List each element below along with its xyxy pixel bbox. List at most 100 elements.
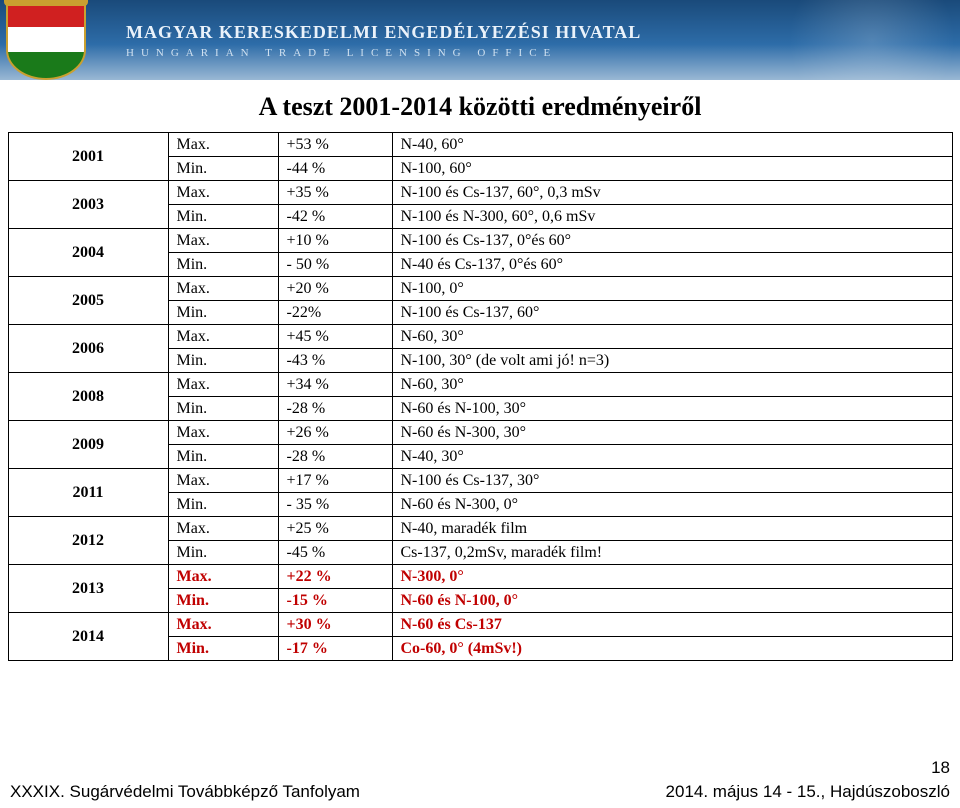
table-row: 2004Max.+10 %N-100 és Cs-137, 0°és 60° bbox=[8, 229, 952, 253]
max-pct: +35 % bbox=[278, 181, 392, 205]
min-label: Min. bbox=[168, 253, 278, 277]
year-cell: 2008 bbox=[8, 373, 168, 421]
year-cell: 2014 bbox=[8, 613, 168, 661]
max-label: Max. bbox=[168, 613, 278, 637]
max-note: N-60, 30° bbox=[392, 373, 952, 397]
min-label: Min. bbox=[168, 349, 278, 373]
max-label: Max. bbox=[168, 565, 278, 589]
year-cell: 2013 bbox=[8, 565, 168, 613]
min-label: Min. bbox=[168, 445, 278, 469]
max-pct: +53 % bbox=[278, 133, 392, 157]
max-note: N-60, 30° bbox=[392, 325, 952, 349]
max-label: Max. bbox=[168, 517, 278, 541]
year-cell: 2012 bbox=[8, 517, 168, 565]
table-row: 2008Max.+34 %N-60, 30° bbox=[8, 373, 952, 397]
max-label: Max. bbox=[168, 373, 278, 397]
max-note: N-100, 0° bbox=[392, 277, 952, 301]
min-pct: -44 % bbox=[278, 157, 392, 181]
year-cell: 2004 bbox=[8, 229, 168, 277]
brand-en: HUNGARIAN TRADE LICENSING OFFICE bbox=[126, 47, 641, 59]
table-row: 2014Max.+30 %N-60 és Cs-137 bbox=[8, 613, 952, 637]
min-note: N-100 és N-300, 60°, 0,6 mSv bbox=[392, 205, 952, 229]
header-watermark bbox=[740, 0, 960, 80]
year-cell: 2003 bbox=[8, 181, 168, 229]
min-label: Min. bbox=[168, 637, 278, 661]
min-note: Co-60, 0° (4mSv!) bbox=[392, 637, 952, 661]
year-cell: 2001 bbox=[8, 133, 168, 181]
page-number: 18 bbox=[931, 758, 950, 778]
max-pct: +10 % bbox=[278, 229, 392, 253]
min-pct: -22% bbox=[278, 301, 392, 325]
max-note: N-60 és Cs-137 bbox=[392, 613, 952, 637]
max-pct: +26 % bbox=[278, 421, 392, 445]
slide-footer: XXXIX. Sugárvédelmi Továbbképző Tanfolya… bbox=[0, 782, 960, 802]
max-note: N-300, 0° bbox=[392, 565, 952, 589]
max-label: Max. bbox=[168, 469, 278, 493]
year-cell: 2011 bbox=[8, 469, 168, 517]
min-label: Min. bbox=[168, 541, 278, 565]
max-label: Max. bbox=[168, 181, 278, 205]
min-note: N-100 és Cs-137, 60° bbox=[392, 301, 952, 325]
min-pct: - 35 % bbox=[278, 493, 392, 517]
max-pct: +34 % bbox=[278, 373, 392, 397]
min-note: N-40 és Cs-137, 0°és 60° bbox=[392, 253, 952, 277]
brand-header: MAGYAR KERESKEDELMI ENGEDÉLYEZÉSI HIVATA… bbox=[0, 0, 960, 80]
brand-hu: MAGYAR KERESKEDELMI ENGEDÉLYEZÉSI HIVATA… bbox=[126, 22, 641, 43]
year-cell: 2009 bbox=[8, 421, 168, 469]
max-note: N-60 és N-300, 30° bbox=[392, 421, 952, 445]
min-pct: -45 % bbox=[278, 541, 392, 565]
min-pct: -17 % bbox=[278, 637, 392, 661]
min-label: Min. bbox=[168, 301, 278, 325]
max-pct: +20 % bbox=[278, 277, 392, 301]
footer-right: 2014. május 14 - 15., Hajdúszoboszló bbox=[666, 782, 950, 802]
coat-of-arms-icon bbox=[6, 0, 86, 80]
max-note: N-100 és Cs-137, 0°és 60° bbox=[392, 229, 952, 253]
table-row: 2012Max.+25 %N-40, maradék film bbox=[8, 517, 952, 541]
table-row: 2006Max.+45 %N-60, 30° bbox=[8, 325, 952, 349]
slide-content: A teszt 2001-2014 közötti eredményeiről … bbox=[0, 80, 960, 661]
year-cell: 2006 bbox=[8, 325, 168, 373]
max-pct: +45 % bbox=[278, 325, 392, 349]
min-note: N-60 és N-100, 0° bbox=[392, 589, 952, 613]
year-cell: 2005 bbox=[8, 277, 168, 325]
max-label: Max. bbox=[168, 421, 278, 445]
max-label: Max. bbox=[168, 229, 278, 253]
max-pct: +22 % bbox=[278, 565, 392, 589]
min-pct: -28 % bbox=[278, 445, 392, 469]
table-row: 2005Max.+20 %N-100, 0° bbox=[8, 277, 952, 301]
table-row: 2009Max.+26 %N-60 és N-300, 30° bbox=[8, 421, 952, 445]
min-label: Min. bbox=[168, 205, 278, 229]
max-pct: +30 % bbox=[278, 613, 392, 637]
min-pct: -15 % bbox=[278, 589, 392, 613]
min-pct: -42 % bbox=[278, 205, 392, 229]
min-note: N-100, 30° (de volt ami jó! n=3) bbox=[392, 349, 952, 373]
min-label: Min. bbox=[168, 157, 278, 181]
table-row: 2013Max.+22 %N-300, 0° bbox=[8, 565, 952, 589]
min-label: Min. bbox=[168, 397, 278, 421]
table-row: 2011Max.+17 %N-100 és Cs-137, 30° bbox=[8, 469, 952, 493]
slide-title: A teszt 2001-2014 közötti eredményeiről bbox=[0, 92, 960, 122]
max-pct: +17 % bbox=[278, 469, 392, 493]
min-label: Min. bbox=[168, 493, 278, 517]
min-pct: -43 % bbox=[278, 349, 392, 373]
max-note: N-40, maradék film bbox=[392, 517, 952, 541]
min-note: N-100, 60° bbox=[392, 157, 952, 181]
min-note: Cs-137, 0,2mSv, maradék film! bbox=[392, 541, 952, 565]
max-note: N-100 és Cs-137, 60°, 0,3 mSv bbox=[392, 181, 952, 205]
min-note: N-60 és N-300, 0° bbox=[392, 493, 952, 517]
max-note: N-100 és Cs-137, 30° bbox=[392, 469, 952, 493]
min-note: N-60 és N-100, 30° bbox=[392, 397, 952, 421]
max-note: N-40, 60° bbox=[392, 133, 952, 157]
max-label: Max. bbox=[168, 325, 278, 349]
min-label: Min. bbox=[168, 589, 278, 613]
table-row: 2001Max.+53 %N-40, 60° bbox=[8, 133, 952, 157]
max-pct: +25 % bbox=[278, 517, 392, 541]
min-pct: -28 % bbox=[278, 397, 392, 421]
min-note: N-40, 30° bbox=[392, 445, 952, 469]
brand-text: MAGYAR KERESKEDELMI ENGEDÉLYEZÉSI HIVATA… bbox=[126, 22, 641, 59]
max-label: Max. bbox=[168, 277, 278, 301]
footer-left: XXXIX. Sugárvédelmi Továbbképző Tanfolya… bbox=[10, 782, 360, 802]
max-label: Max. bbox=[168, 133, 278, 157]
results-table: 2001Max.+53 %N-40, 60°Min.-44 %N-100, 60… bbox=[8, 132, 953, 661]
table-row: 2003Max.+35 %N-100 és Cs-137, 60°, 0,3 m… bbox=[8, 181, 952, 205]
